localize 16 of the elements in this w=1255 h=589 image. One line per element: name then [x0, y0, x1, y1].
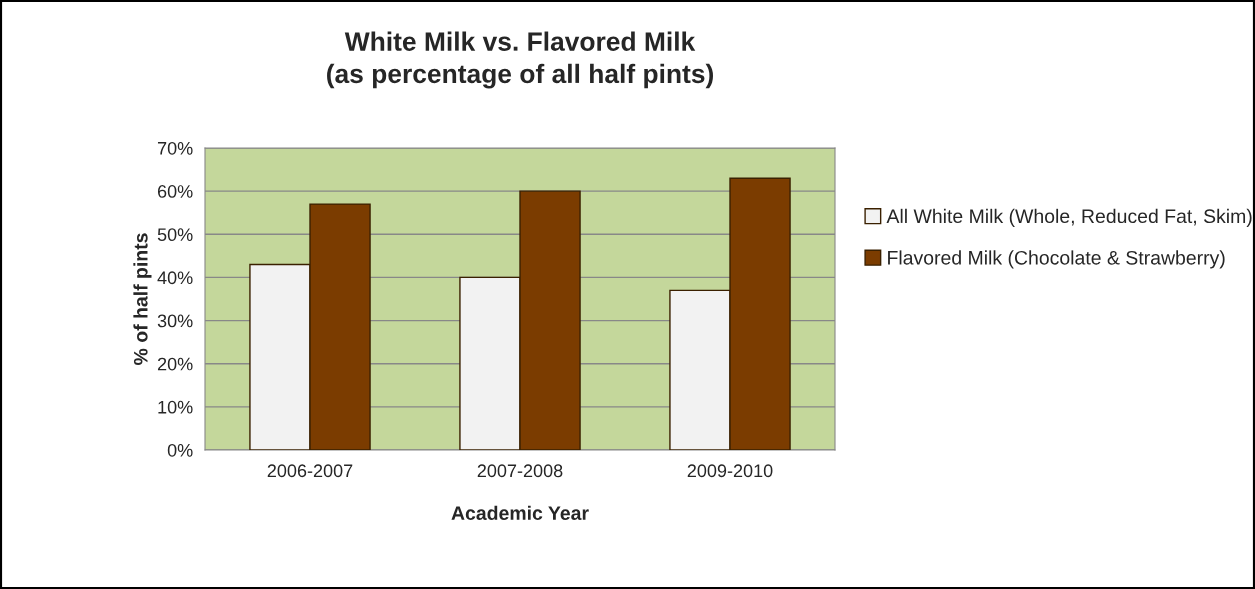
x-tick-label: 2006-2007	[267, 464, 353, 478]
y-tick-label: 0%	[167, 443, 193, 457]
y-tick-label: 70%	[157, 141, 193, 155]
x-tick-label: 2009-2010	[687, 464, 773, 478]
x-tick-label: 2007-2008	[477, 464, 563, 478]
y-tick-label: 10%	[158, 400, 193, 414]
y-tick-label: 30%	[157, 314, 193, 328]
y-axis-title: % of half pints	[133, 233, 152, 365]
y-tick-label: 40%	[157, 271, 193, 285]
chart-title: White Milk vs. Flavored Milk (as percentage of all half pints)	[327, 31, 713, 89]
y-tick-label: 50%	[157, 228, 193, 242]
y-tick-label: 20%	[157, 357, 193, 371]
y-tick-label: 60%	[157, 185, 193, 198]
legend-label: Flavored Milk (Chocolate & Strawberry)	[888, 250, 1225, 269]
x-axis-title: Academic Year	[451, 505, 589, 520]
legend-label: All White Milk (Whole, Reduced Fat, Skim)	[886, 208, 1252, 227]
